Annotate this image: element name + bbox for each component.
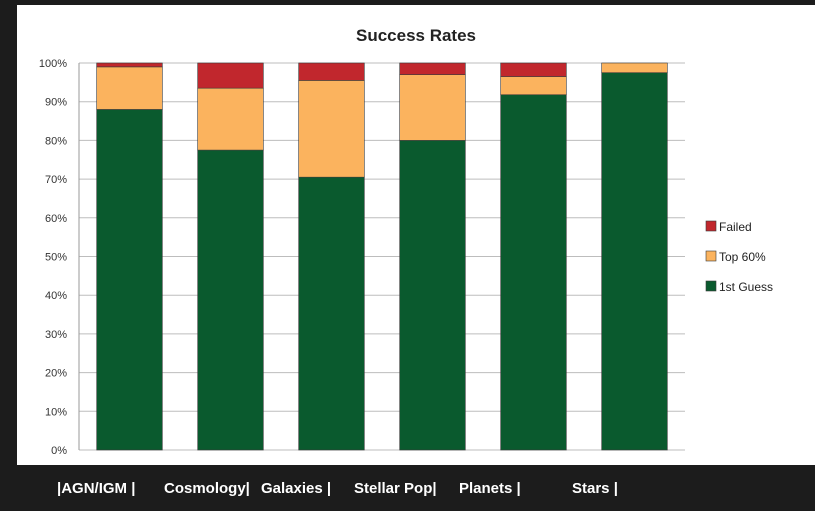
y-tick-label: 60%: [45, 213, 67, 225]
legend-label: 1st Guess: [719, 280, 773, 294]
legend-label: Top 60%: [719, 250, 766, 264]
bar-segment: [298, 176, 365, 451]
legend-swatch: [705, 220, 717, 232]
stacked-bar-chart: Success Rates 0% 10% 20% 30% 40% 50% 60% 70% 80%…: [39, 26, 773, 457]
y-tick-label: 20%: [45, 368, 67, 380]
legend: Failed Top 60% 1st Guess: [705, 220, 773, 294]
y-tick-label: 10%: [45, 406, 67, 418]
bar-segment: [500, 62, 567, 77]
bar-segment: [399, 62, 466, 75]
bar-segment: [500, 76, 567, 96]
bars: [96, 62, 668, 451]
bar-segment: [298, 80, 365, 178]
category-label: Cosmology|: [164, 480, 250, 497]
category-strip: |AGN/IGM | Cosmology| Galaxies | Stellar Po…: [0, 472, 815, 511]
legend-swatch: [705, 280, 717, 292]
bar-segment: [96, 66, 163, 110]
bar-segment: [96, 62, 163, 68]
gridlines: [79, 62, 685, 451]
bar-segment: [298, 62, 365, 81]
bar-segment: [601, 72, 668, 451]
bar-segment: [601, 62, 668, 73]
bar-segment: [197, 87, 264, 151]
category-label: |AGN/IGM |: [57, 480, 136, 497]
bar-segment: [96, 109, 163, 451]
category-label: Planets |: [459, 480, 521, 497]
y-tick-label: 90%: [45, 97, 67, 109]
legend-swatch: [705, 250, 717, 262]
category-label: Galaxies |: [261, 480, 332, 497]
bar-segment: [399, 140, 466, 451]
y-tick-label: 50%: [45, 252, 67, 264]
y-axis: 0% 10% 20% 30% 40% 50% 60% 70% 80% 90% 100%: [39, 58, 80, 457]
y-tick-label: 70%: [45, 174, 67, 186]
y-tick-label: 80%: [45, 135, 67, 147]
bar-segment: [197, 62, 264, 89]
bar-segment: [197, 149, 264, 451]
category-label: Stars |: [572, 480, 618, 497]
y-tick-label: 30%: [45, 329, 67, 341]
bar-segment: [399, 74, 466, 141]
legend-label: Failed: [719, 220, 752, 234]
bar-segment: [500, 94, 567, 451]
chart-title: Success Rates: [356, 26, 476, 45]
y-tick-label: 0%: [51, 445, 67, 457]
y-tick-label: 100%: [39, 58, 67, 70]
category-label: Stellar Pop|: [354, 480, 437, 497]
chart-panel: Success Rates 0% 10% 20% 30% 40% 50% 60% 70% 80%…: [17, 5, 815, 465]
y-tick-label: 40%: [45, 290, 67, 302]
